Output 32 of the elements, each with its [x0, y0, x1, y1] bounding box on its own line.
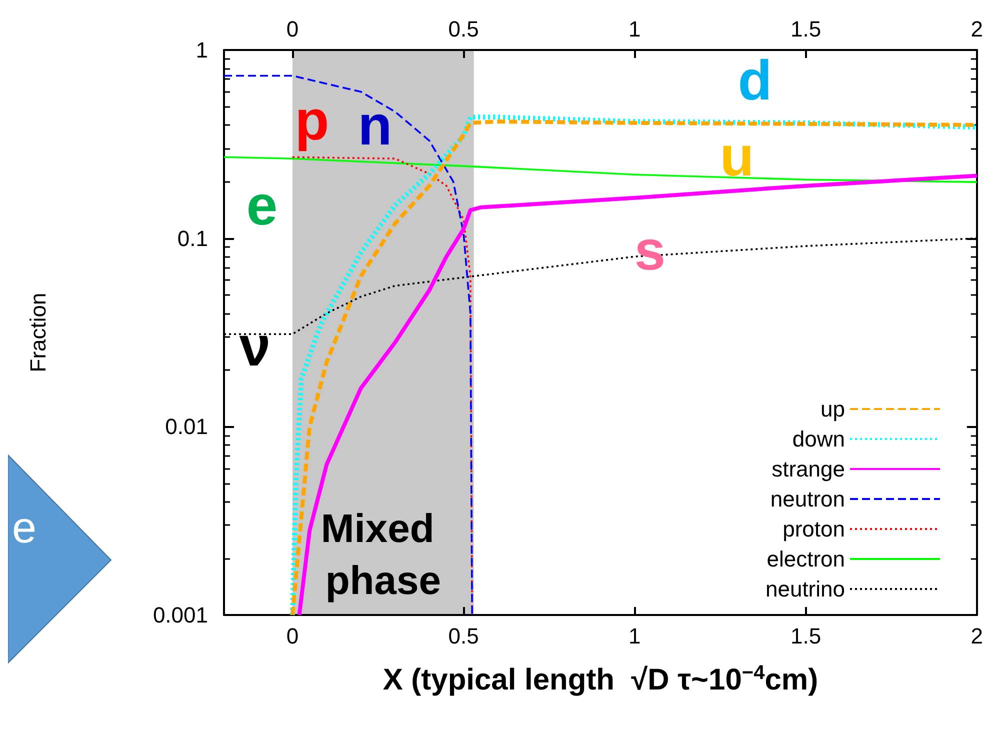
- band-label: Mixed phase: [320, 507, 446, 603]
- annotation: e: [246, 174, 278, 236]
- x-tick-label: 0.5: [448, 624, 479, 648]
- x2-tick-label: 0.5: [448, 16, 479, 42]
- legend-label: strange: [772, 456, 845, 482]
- x2-tick-label: 2: [970, 16, 984, 42]
- legend-label: proton: [782, 516, 845, 542]
- x-tick-label: 2: [970, 624, 984, 648]
- legend-label: neutron: [770, 486, 845, 512]
- annotation: d: [738, 48, 772, 112]
- x2-tick-label: 1: [628, 16, 641, 42]
- annotation: s: [634, 218, 666, 282]
- annotation: u: [720, 124, 754, 188]
- x-tick-label: 1: [628, 624, 641, 648]
- legend-label: up: [820, 396, 845, 422]
- y-axis-title: Fraction: [26, 292, 50, 372]
- x2-tick-label: 0: [286, 16, 299, 42]
- legend-label: down: [792, 426, 845, 452]
- annotation: ν: [239, 314, 271, 378]
- y-tick-label: 1: [196, 38, 208, 62]
- x-tick-label: 0: [286, 624, 299, 648]
- x2-tick-label: 1.5: [790, 16, 822, 42]
- annotation: n: [358, 94, 392, 156]
- legend-label: electron: [766, 546, 845, 572]
- text: e: [12, 504, 36, 552]
- y-tick-label: 0.001: [152, 602, 208, 628]
- y-tick-label: 0.01: [165, 414, 208, 440]
- y-tick-label: 0.1: [177, 226, 208, 251]
- legend-label: neutrino: [765, 576, 845, 602]
- line-series: [223, 74, 474, 616]
- x-tick-label: 1.5: [790, 624, 822, 648]
- annotation: p: [294, 88, 330, 152]
